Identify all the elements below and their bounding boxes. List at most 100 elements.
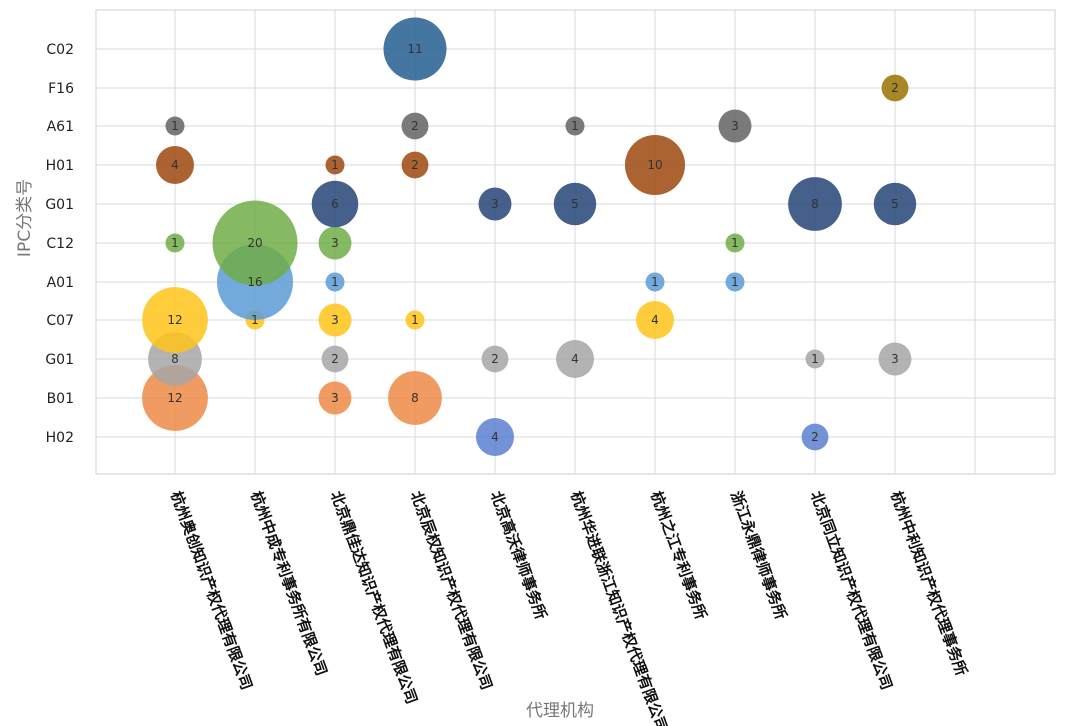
bubble xyxy=(401,112,429,140)
bubble xyxy=(405,310,425,330)
bubble-data-label: 1 xyxy=(811,352,819,366)
x-tick-labels: 杭州奥创知识产权代理有限公司杭州中成专利事务所有限公司北京鼎佳达知识产权代理有限… xyxy=(167,489,971,726)
x-tick-label: 浙江永鼎律师事务所 xyxy=(727,489,790,622)
bubble-data-label: 4 xyxy=(171,158,179,172)
bubble xyxy=(321,345,349,373)
bubble xyxy=(881,74,909,102)
bubble xyxy=(624,134,686,196)
bubble xyxy=(401,151,429,179)
y-tick-label: F16 xyxy=(48,81,74,97)
y-tick-label: C12 xyxy=(46,236,74,252)
bubble-data-label: 8 xyxy=(411,391,419,405)
bubble-data-label: 2 xyxy=(491,352,499,366)
x-tick-label: 杭州奥创知识产权代理有限公司 xyxy=(167,489,256,693)
bubble-data-label: 8 xyxy=(171,352,179,366)
bubble-data-label: 1 xyxy=(651,275,659,289)
bubble-data-label: 12 xyxy=(167,391,182,405)
bubble-data-label: 20 xyxy=(247,236,262,250)
bubble-data-label: 4 xyxy=(651,313,659,327)
y-tick-label: C07 xyxy=(46,313,74,329)
bubble xyxy=(318,303,352,337)
bubble-data-label: 3 xyxy=(331,391,339,405)
bubble xyxy=(165,116,185,136)
bubble xyxy=(478,187,512,221)
bubble-data-label: 1 xyxy=(331,158,339,172)
x-tick-label: 北京辰权知识产权代理有限公司 xyxy=(407,489,496,693)
bubble xyxy=(481,345,509,373)
x-axis-title: 代理机构 xyxy=(526,701,594,721)
bubble-data-label: 8 xyxy=(811,197,819,211)
bubble-data-label: 1 xyxy=(411,313,419,327)
bubble xyxy=(725,272,745,292)
y-axis-title: IPC分类号 xyxy=(15,179,35,257)
bubble-data-label: 5 xyxy=(891,197,899,211)
bubble xyxy=(318,226,352,260)
bubble xyxy=(156,146,194,184)
x-tick-label: 杭州中成专利事务所有限公司 xyxy=(247,489,331,678)
bubble-data-label: 1 xyxy=(171,119,179,133)
bubble-data-label: 2 xyxy=(411,158,419,172)
x-tick-label: 北京同立知识产权代理有限公司 xyxy=(807,489,896,693)
bubble xyxy=(142,365,208,431)
bubble xyxy=(142,287,208,353)
x-tick-label: 杭州华进联浙江知识产权代理有限公司 xyxy=(567,489,671,726)
bubble-data-label: 3 xyxy=(491,197,499,211)
bubble xyxy=(553,182,597,226)
y-tick-label: G01 xyxy=(45,352,74,368)
bubble-data-label: 3 xyxy=(331,313,339,327)
bubble-data-label: 4 xyxy=(571,352,579,366)
bubble xyxy=(565,116,585,136)
bubble xyxy=(165,233,185,253)
bubble xyxy=(788,177,842,231)
bubble-data-label: 3 xyxy=(891,352,899,366)
bubble xyxy=(318,381,352,415)
bubble-data-label: 12 xyxy=(167,313,182,327)
bubble xyxy=(325,155,345,175)
bubble xyxy=(873,182,917,226)
bubble xyxy=(212,200,298,286)
y-tick-label: B01 xyxy=(47,391,74,407)
y-tick-label: A01 xyxy=(47,275,74,291)
x-tick-label: 杭州之江专利事务所 xyxy=(647,489,710,622)
bubble xyxy=(878,342,912,376)
bubble-data-label: 1 xyxy=(731,236,739,250)
bubble xyxy=(725,233,745,253)
bubble-data-label: 3 xyxy=(731,119,739,133)
bubble xyxy=(383,17,447,81)
y-tick-label: H02 xyxy=(46,430,74,446)
bubble xyxy=(311,180,359,228)
bubble-data-label: 1 xyxy=(251,313,259,327)
y-tick-labels: H02 B01 G01 C07 A01 C12 G01 H01 A61 F16 C02 xyxy=(45,42,74,446)
bubble xyxy=(805,349,825,369)
bubble xyxy=(476,418,514,456)
x-tick-label: 北京鼎佳达知识产权代理有限公司 xyxy=(327,489,421,707)
bubbles: 4 212 3 88 2 2 4 1 312 1 3 1 416 1 1 11 20 3 16 3 5 8 54 1 2 101 2… xyxy=(142,17,917,456)
x-tick-label: 北京高沃律师事务所 xyxy=(487,489,550,622)
bubble-data-label: 1 xyxy=(731,275,739,289)
bubble-data-label: 5 xyxy=(571,197,579,211)
bubble xyxy=(325,272,345,292)
bubble-data-label: 6 xyxy=(331,197,339,211)
bubble xyxy=(801,423,829,451)
bubble-data-label: 4 xyxy=(491,430,499,444)
x-tick-label: 杭州中利知识产权代理事务所 xyxy=(887,489,971,678)
bubble-data-label: 1 xyxy=(171,236,179,250)
bubble-data-label: 16 xyxy=(247,275,262,289)
bubble-data-label: 1 xyxy=(571,119,579,133)
bubble-data-label: 2 xyxy=(891,81,899,95)
bubble-data-label: 10 xyxy=(647,158,662,172)
y-tick-label: H01 xyxy=(46,158,74,174)
bubble xyxy=(388,371,442,425)
bubble xyxy=(636,301,674,339)
bubble-data-label: 2 xyxy=(411,119,419,133)
y-tick-label: G01 xyxy=(45,197,74,213)
bubble xyxy=(645,272,665,292)
y-tick-label: C02 xyxy=(46,42,74,58)
bubble-data-label: 2 xyxy=(811,430,819,444)
y-tick-label: A61 xyxy=(47,119,74,135)
bubble-data-label: 1 xyxy=(331,275,339,289)
bubble xyxy=(718,109,752,143)
bubble-data-label: 2 xyxy=(331,352,339,366)
bubble-data-label: 3 xyxy=(331,236,339,250)
